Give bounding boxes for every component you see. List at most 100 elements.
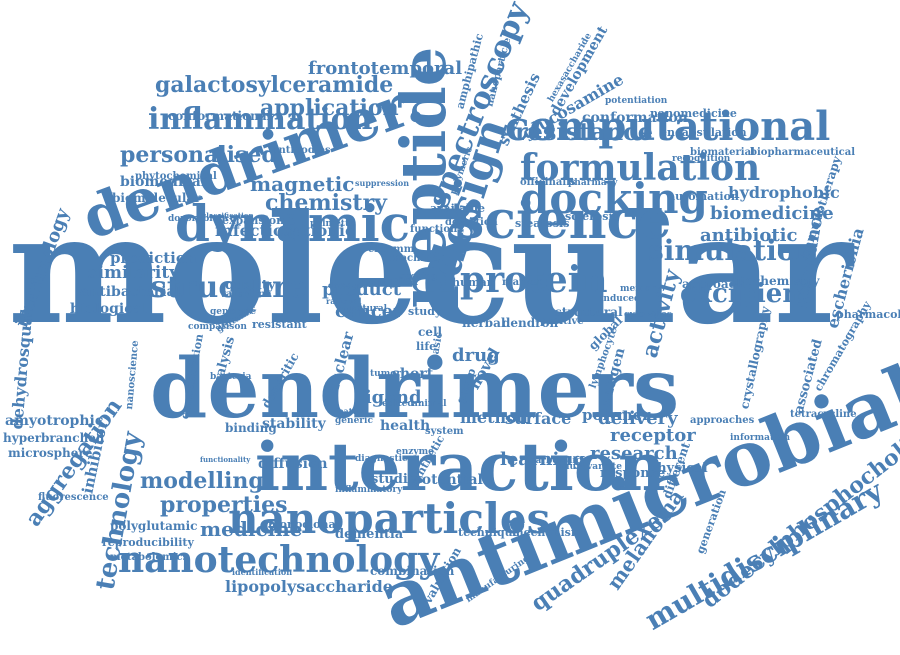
word-53: surface bbox=[505, 408, 572, 428]
word-97: approach bbox=[682, 277, 745, 292]
word-123: short bbox=[392, 365, 434, 382]
word-57: infection bbox=[215, 220, 296, 240]
word-131: complex bbox=[362, 274, 418, 289]
word-18: simulation bbox=[648, 234, 816, 268]
word-38: lipopolysaccharide bbox=[225, 576, 393, 596]
word-73: binding bbox=[225, 421, 277, 436]
word-2: dendrimers bbox=[150, 340, 680, 437]
word-177: classification bbox=[202, 211, 254, 221]
word-45: delivery bbox=[598, 408, 678, 430]
word-61: antibacterial bbox=[80, 283, 181, 300]
word-7: dynamic bbox=[175, 194, 411, 253]
word-49: product bbox=[322, 279, 402, 301]
word-69: reproducibility bbox=[102, 535, 194, 549]
word-46: receptor bbox=[610, 425, 696, 447]
word-156: sclerosis bbox=[565, 209, 619, 223]
word-118: positive bbox=[540, 315, 584, 327]
word-160: potentiation bbox=[605, 95, 668, 106]
word-60: similarity bbox=[88, 263, 180, 284]
word-137: valeriana bbox=[220, 288, 272, 300]
word-72: stability bbox=[262, 415, 326, 432]
word-151: pharmacy bbox=[568, 177, 618, 188]
word-77: identification bbox=[232, 567, 293, 578]
word-15: protein bbox=[460, 259, 608, 302]
word-102: tetracycline bbox=[790, 408, 857, 420]
word-161: recognition bbox=[672, 153, 731, 164]
word-75: monoclonal bbox=[268, 517, 340, 531]
word-170: carboxylic bbox=[530, 455, 582, 466]
word-134: rational bbox=[326, 296, 362, 307]
word-68: polyglutamic bbox=[110, 519, 198, 534]
word-164: genotype bbox=[210, 306, 256, 317]
word-145: biomedical bbox=[120, 173, 207, 190]
word-24: application bbox=[260, 94, 399, 121]
word-120: memory bbox=[620, 283, 661, 294]
word-83: physical bbox=[648, 461, 708, 477]
word-143: doxorubicin bbox=[168, 213, 229, 224]
word-25: personalised bbox=[120, 141, 277, 168]
word-52: method bbox=[460, 407, 528, 427]
word-172: generic bbox=[335, 415, 373, 426]
word-26: chemistry bbox=[265, 189, 387, 216]
word-144: palmetto bbox=[310, 218, 356, 229]
word-47: research bbox=[590, 443, 678, 465]
word-96: biochemistry bbox=[732, 274, 820, 289]
word-132: natural bbox=[350, 303, 388, 314]
word-80: technique bbox=[458, 525, 520, 539]
word-124: tumor bbox=[370, 368, 401, 379]
word-155: steatosis bbox=[515, 216, 570, 230]
word-136: quality bbox=[225, 278, 276, 294]
word-153: detection bbox=[445, 216, 498, 228]
word-37: medicine bbox=[200, 516, 303, 541]
word-17: inflammation bbox=[148, 102, 373, 138]
word-163: machine bbox=[390, 252, 438, 264]
word-139: resistant bbox=[252, 317, 307, 331]
word-76: combination bbox=[370, 564, 455, 579]
word-129: studies bbox=[371, 472, 424, 488]
word-180: induced bbox=[600, 293, 641, 304]
word-126: animal bbox=[412, 398, 447, 409]
word-65: microsphere bbox=[8, 446, 93, 461]
word-9: nanoparticles bbox=[228, 493, 551, 543]
word-64: hyperbranched bbox=[3, 431, 105, 446]
word-23: galactosylceramide bbox=[155, 71, 394, 98]
word-63: amyotrophic bbox=[5, 412, 104, 429]
word-113: structural bbox=[555, 305, 623, 320]
word-59: prediction bbox=[110, 248, 197, 267]
word-54: potential bbox=[412, 471, 483, 488]
word-171: feature bbox=[335, 406, 368, 417]
word-27: magnetic bbox=[250, 171, 355, 196]
word-94: automation bbox=[668, 189, 739, 203]
word-154: function bbox=[410, 223, 458, 235]
word-169: multivariate bbox=[560, 461, 622, 472]
word-91: encapsulation bbox=[660, 125, 747, 139]
word-50: ligand bbox=[358, 387, 422, 409]
word-62: biological bbox=[70, 300, 148, 317]
word-10: nanotechnology bbox=[118, 539, 440, 582]
word-86: conformational bbox=[168, 109, 272, 124]
word-133: study bbox=[408, 304, 442, 318]
word-0: molecular bbox=[8, 182, 853, 358]
word-125: edited bbox=[382, 398, 414, 409]
word-21: excipient bbox=[680, 278, 814, 309]
word-148: antibodies bbox=[272, 144, 331, 156]
word-35: modelling bbox=[140, 467, 264, 494]
word-6: science bbox=[455, 190, 672, 252]
word-55: learning bbox=[500, 449, 586, 471]
word-3: interaction bbox=[255, 427, 666, 506]
word-13: formulation bbox=[520, 147, 761, 190]
word-166: enzyme bbox=[396, 446, 434, 457]
word-104: information bbox=[730, 432, 791, 443]
word-178: scoring bbox=[400, 271, 438, 282]
word-16: structure bbox=[150, 270, 308, 306]
word-103: approaches bbox=[690, 414, 755, 426]
word-51: drug bbox=[452, 345, 500, 367]
word-58: cationic bbox=[283, 220, 355, 240]
word-48: cancer bbox=[335, 301, 403, 323]
word-74: dementia bbox=[335, 527, 404, 543]
word-43: antibiotic bbox=[700, 225, 798, 247]
word-176: functionality bbox=[200, 455, 251, 465]
word-12: docking bbox=[520, 173, 708, 223]
word-121: cell bbox=[418, 325, 443, 340]
